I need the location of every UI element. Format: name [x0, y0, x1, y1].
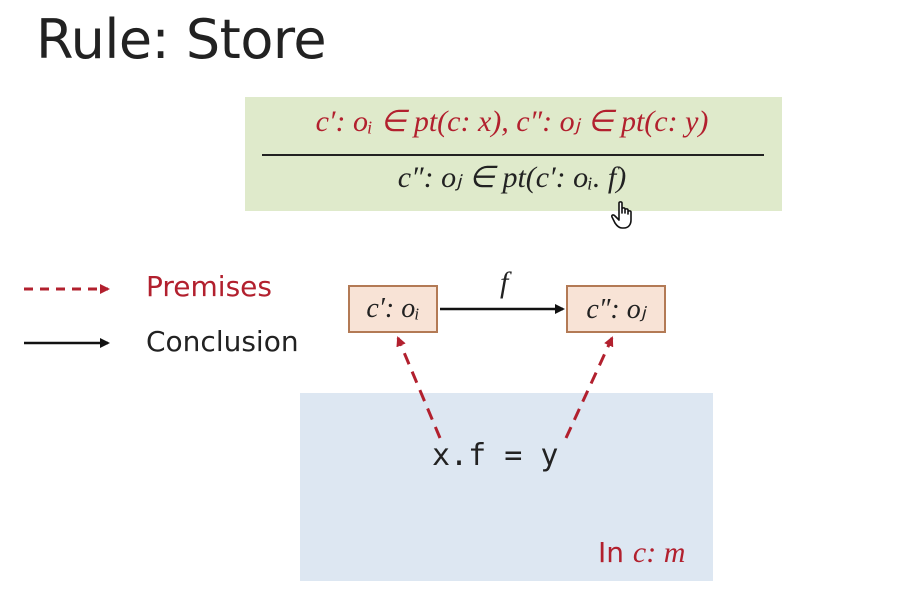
rule-conclusion: c″: oⱼ ∈ pt(c′: oᵢ. f) [397, 161, 627, 194]
rule-divider [262, 154, 764, 156]
rule-premises: c′: oᵢ ∈ pt(c: x), c″: oⱼ ∈ pt(c: y) [315, 105, 709, 138]
premise-arrow-x [396, 336, 442, 439]
legend-premises-label: Premises [146, 270, 272, 303]
field-edge-label: f [500, 266, 509, 299]
context-label: In c: m [598, 536, 685, 570]
hand-cursor-icon [610, 201, 632, 229]
context-label-context: c: m [632, 536, 686, 569]
method-context-box [300, 393, 713, 581]
node-left-object: c′: oᵢ [348, 285, 438, 333]
store-statement: x.f = y [432, 438, 559, 473]
context-label-prefix: In [598, 536, 633, 569]
page-title: Rule: Store [36, 8, 327, 71]
premise-arrow-y [564, 336, 614, 439]
legend-conclusion-label: Conclusion [146, 325, 299, 358]
node-right-object: c″: oⱼ [566, 285, 666, 333]
